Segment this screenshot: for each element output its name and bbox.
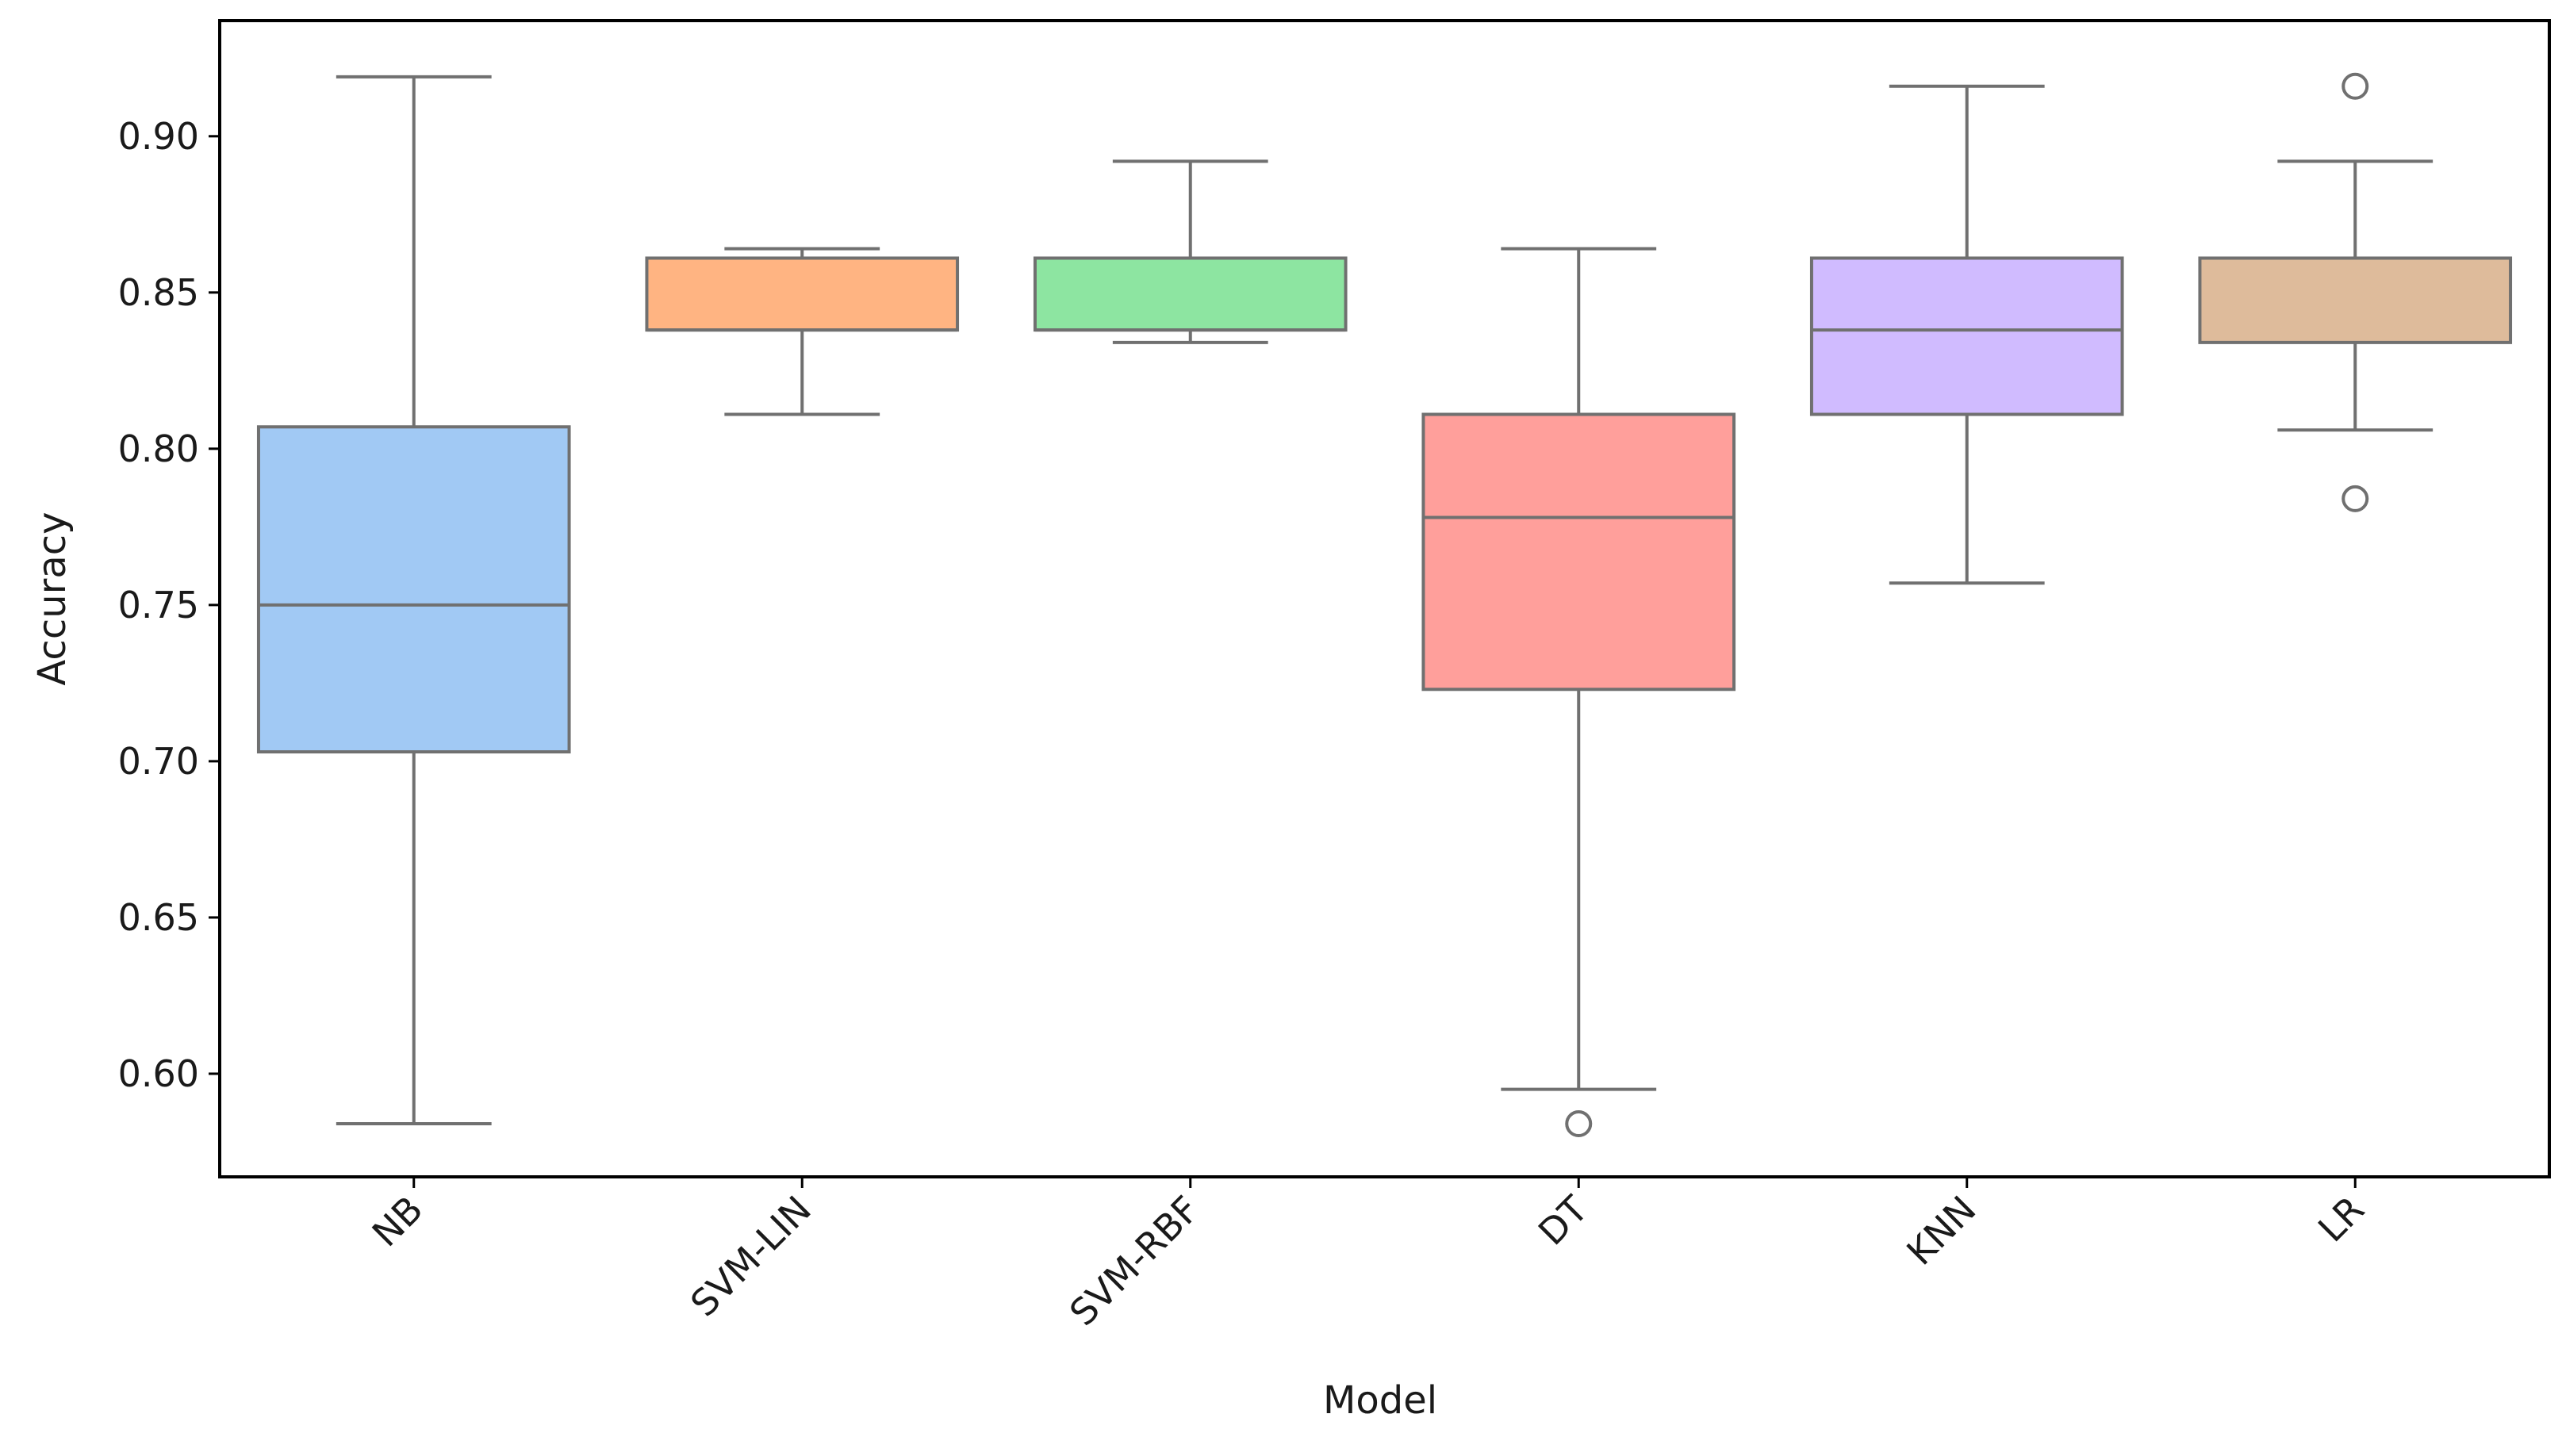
- box-group-svm-rbf: [1033, 159, 1348, 344]
- y-axis-label: Accuracy: [30, 512, 75, 685]
- x-tick-label-nb: NB: [364, 1188, 431, 1255]
- box-group-lr: [2198, 72, 2513, 512]
- box-nb: [256, 425, 571, 754]
- y-tick-label: 0.65: [118, 896, 199, 939]
- box-group-knn: [1809, 84, 2124, 585]
- y-axis: 0.60 0.65 0.70 0.75 0.80 0.85 0.90: [118, 115, 220, 1095]
- y-tick-label: 0.80: [118, 427, 199, 470]
- y-tick-label: 0.90: [118, 115, 199, 158]
- outlier-point: [1565, 1110, 1593, 1138]
- boxes-layer: [256, 72, 2513, 1138]
- x-tick-label-knn: KNN: [1898, 1188, 1984, 1274]
- x-tick-label-lr: LR: [2310, 1188, 2372, 1251]
- x-tick-label-svm-rbf: SVM-RBF: [1061, 1188, 1208, 1335]
- box-svm-rbf: [1033, 256, 1348, 332]
- box-group-svm-lin: [645, 247, 960, 416]
- y-tick-label: 0.85: [118, 271, 199, 314]
- box-dt: [1421, 412, 1736, 692]
- box-group-dt: [1421, 247, 1736, 1138]
- x-axis-label: Model: [1323, 1378, 1437, 1423]
- y-tick-label: 0.70: [118, 740, 199, 783]
- plot-area-frame: [218, 19, 2551, 1178]
- box-svm-lin: [645, 256, 960, 332]
- x-tick-label-svm-lin: SVM-LIN: [682, 1188, 819, 1325]
- x-axis: NB SVM-LIN SVM-RBF DT KNN LR: [364, 1177, 2372, 1334]
- y-tick-label: 0.75: [118, 584, 199, 626]
- box-knn: [1809, 256, 2124, 416]
- x-tick-label-dt: DT: [1530, 1187, 1597, 1254]
- y-tick-label: 0.60: [118, 1052, 199, 1095]
- box-lr: [2198, 256, 2513, 344]
- outlier-point: [2341, 72, 2369, 100]
- box-group-nb: [256, 75, 571, 1126]
- outlier-point: [2341, 485, 2369, 512]
